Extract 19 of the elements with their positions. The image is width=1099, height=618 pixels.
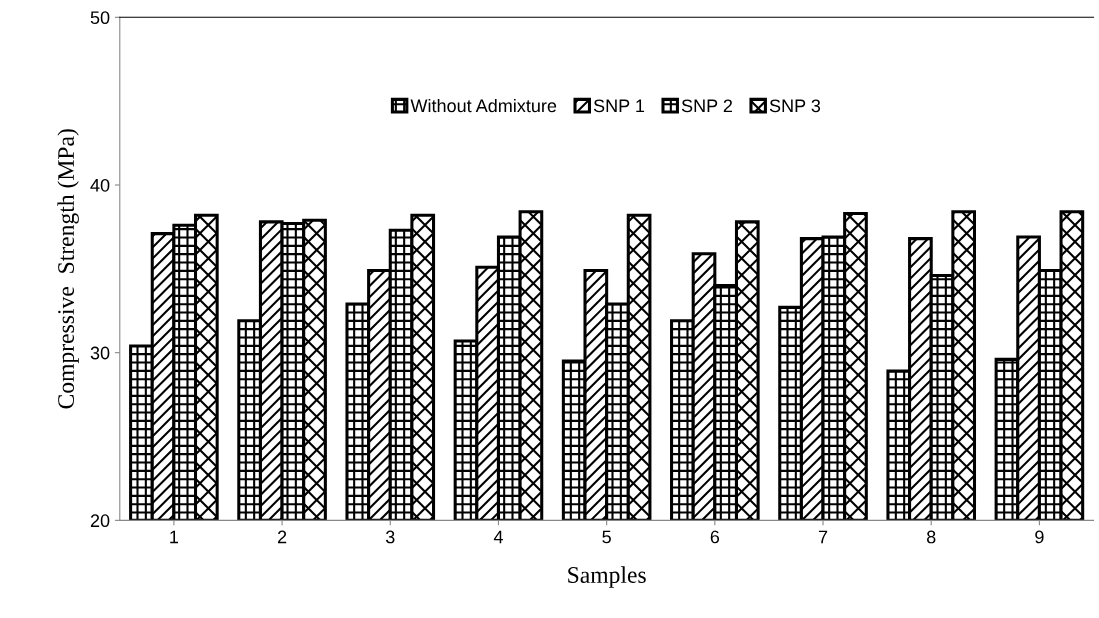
x-tick-label: 3 <box>385 530 395 544</box>
x-tick-label: 6 <box>710 530 720 544</box>
legend-label: SNP 3 <box>769 99 821 113</box>
x-tick-label: 1 <box>170 530 179 544</box>
y-tick-label: 40 <box>90 178 110 192</box>
x-tick-label: 7 <box>818 530 828 544</box>
x-tick-label: 2 <box>277 530 287 544</box>
legend-label: SNP 1 <box>593 99 645 113</box>
legend-label: Without Admixture <box>410 98 557 113</box>
x-tick-label: 8 <box>926 530 936 544</box>
x-tick-label: 4 <box>493 530 503 544</box>
y-axis-title: Compressive Strength (MPa) <box>57 129 79 409</box>
x-axis-title: Samples <box>568 566 646 588</box>
y-tick-label: 50 <box>90 11 110 25</box>
x-tick-label: 9 <box>1035 530 1044 544</box>
legend-label: SNP 2 <box>681 99 733 113</box>
x-tick-label: 5 <box>602 530 611 544</box>
y-tick-label: 30 <box>90 346 110 360</box>
y-tick-label: 20 <box>90 514 110 528</box>
